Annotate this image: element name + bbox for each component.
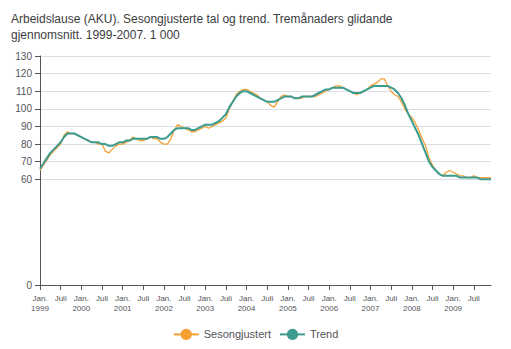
svg-text:90: 90 bbox=[21, 121, 33, 132]
svg-text:Juli: Juli bbox=[426, 294, 438, 303]
svg-text:Jan.: Jan. bbox=[32, 294, 47, 303]
svg-text:2007: 2007 bbox=[362, 304, 380, 313]
svg-text:Jan.: Jan. bbox=[280, 294, 295, 303]
svg-text:60: 60 bbox=[21, 174, 33, 185]
svg-text:70: 70 bbox=[21, 156, 33, 167]
svg-text:Sesongjustert: Sesongjustert bbox=[204, 328, 271, 340]
svg-text:Jan.: Jan. bbox=[198, 294, 213, 303]
svg-text:Trend: Trend bbox=[310, 328, 338, 340]
svg-text:2003: 2003 bbox=[196, 304, 214, 313]
svg-text:Juli: Juli bbox=[55, 294, 67, 303]
svg-text:80: 80 bbox=[21, 139, 33, 150]
svg-text:Juli: Juli bbox=[344, 294, 356, 303]
svg-text:Juli: Juli bbox=[303, 294, 315, 303]
svg-text:Jan.: Jan. bbox=[363, 294, 378, 303]
svg-text:Arbeidslause (AKU). Sesongjust: Arbeidslause (AKU). Sesongjusterte tal o… bbox=[11, 12, 393, 26]
svg-text:gjennomsnitt. 1999-2007. 1 000: gjennomsnitt. 1999-2007. 1 000 bbox=[11, 28, 180, 42]
svg-text:130: 130 bbox=[15, 51, 32, 62]
svg-text:120: 120 bbox=[15, 68, 32, 79]
svg-text:2005: 2005 bbox=[279, 304, 297, 313]
svg-text:2009: 2009 bbox=[444, 304, 462, 313]
svg-text:100: 100 bbox=[15, 103, 32, 114]
svg-text:Jan.: Jan. bbox=[404, 294, 419, 303]
svg-text:2000: 2000 bbox=[72, 304, 90, 313]
svg-text:Juli: Juli bbox=[179, 294, 191, 303]
svg-text:Jan.: Jan. bbox=[239, 294, 254, 303]
svg-text:2001: 2001 bbox=[114, 304, 132, 313]
svg-text:2006: 2006 bbox=[320, 304, 338, 313]
svg-text:Juli: Juli bbox=[468, 294, 480, 303]
svg-text:Jan.: Jan. bbox=[156, 294, 171, 303]
svg-text:110: 110 bbox=[16, 86, 32, 97]
svg-text:2002: 2002 bbox=[155, 304, 173, 313]
svg-text:1999: 1999 bbox=[31, 304, 49, 313]
svg-text:Jan.: Jan. bbox=[446, 294, 461, 303]
svg-text:2004: 2004 bbox=[238, 304, 256, 313]
svg-text:Jan.: Jan. bbox=[115, 294, 130, 303]
svg-text:2008: 2008 bbox=[403, 304, 421, 313]
svg-text:Jan.: Jan. bbox=[322, 294, 337, 303]
svg-text:Juli: Juli bbox=[96, 294, 108, 303]
svg-text:Juli: Juli bbox=[261, 294, 273, 303]
svg-text:Juli: Juli bbox=[385, 294, 397, 303]
svg-text:Juli: Juli bbox=[220, 294, 232, 303]
svg-text:Juli: Juli bbox=[137, 294, 149, 303]
svg-text:0: 0 bbox=[26, 280, 32, 291]
svg-text:Jan.: Jan. bbox=[74, 294, 89, 303]
